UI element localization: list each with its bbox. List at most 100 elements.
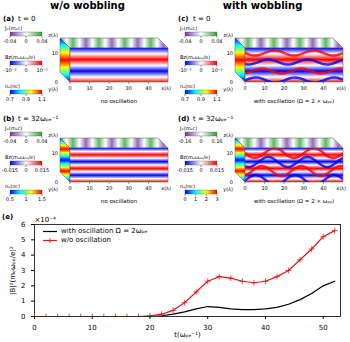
- svg-text:|B|²(mₑωₚₑ/e)²: |B|²(mₑωₚₑ/e)²: [9, 246, 17, 295]
- svg-text:10: 10: [86, 85, 92, 91]
- svg-text:no oscillation: no oscillation: [101, 198, 138, 204]
- svg-text:10⁻³: 10⁻³: [211, 67, 222, 73]
- svg-text:0.015: 0.015: [35, 167, 49, 173]
- svg-text:z(λ): z(λ): [49, 132, 59, 138]
- svg-text:0: 0: [199, 67, 202, 73]
- svg-text:5: 5: [21, 236, 25, 244]
- svg-text:0.04: 0.04: [36, 138, 47, 144]
- svg-text:(a): (a): [3, 15, 14, 23]
- svg-text:-0.04: -0.04: [4, 38, 17, 44]
- svg-text:30: 30: [301, 85, 307, 91]
- svg-text:1: 1: [194, 196, 197, 202]
- svg-text:2: 2: [205, 196, 208, 202]
- svg-text:Bz(mₑωₚₑ/e): Bz(mₑωₚₑ/e): [180, 54, 210, 60]
- svg-text:y(λ): y(λ): [223, 186, 233, 193]
- svg-text:40: 40: [320, 185, 326, 191]
- svg-text:×10⁻⁴: ×10⁻⁴: [35, 216, 56, 224]
- svg-text:0.04: 0.04: [36, 38, 47, 44]
- svg-text:1: 1: [24, 196, 27, 202]
- svg-text:0: 0: [230, 79, 233, 85]
- svg-text:x(λ): x(λ): [161, 85, 171, 91]
- svg-text:0: 0: [68, 185, 71, 191]
- svg-text:1.1: 1.1: [38, 96, 46, 102]
- svg-text:40: 40: [320, 85, 326, 91]
- svg-text:20: 20: [281, 85, 287, 91]
- svg-text:0: 0: [24, 138, 27, 144]
- svg-text:with oscillation (Ω = 2 × ωₚₑ): with oscillation (Ω = 2 × ωₚₑ): [254, 198, 334, 204]
- svg-text:0: 0: [230, 179, 233, 185]
- svg-text:(c): (c): [178, 15, 189, 23]
- svg-text:y(λ): y(λ): [223, 86, 233, 93]
- svg-text:Bz(mₑωₚₑ/e): Bz(mₑωₚₑ/e): [5, 154, 35, 160]
- svg-text:0.16: 0.16: [211, 138, 222, 144]
- svg-text:30: 30: [203, 324, 212, 332]
- svg-text:30: 30: [126, 185, 132, 191]
- svg-text:0: 0: [21, 313, 25, 321]
- svg-text:no oscillation: no oscillation: [101, 98, 138, 104]
- svg-text:t(ωₚₑ⁻¹): t(ωₚₑ⁻¹): [174, 331, 201, 339]
- svg-text:0.9: 0.9: [197, 96, 205, 102]
- svg-text:nₑ(nc): nₑ(nc): [5, 183, 20, 189]
- svg-text:2: 2: [21, 282, 25, 290]
- svg-text:20: 20: [146, 324, 155, 332]
- svg-text:x(λ): x(λ): [161, 185, 171, 191]
- svg-text:40: 40: [145, 185, 151, 191]
- svg-text:Jₓ(mₑc): Jₓ(mₑc): [179, 25, 197, 31]
- svg-text:0: 0: [32, 324, 36, 332]
- svg-text:10: 10: [227, 150, 233, 156]
- svg-text:10: 10: [88, 324, 97, 332]
- svg-text:0.9: 0.9: [22, 96, 30, 102]
- svg-text:Bz(mₑωₚₑ/e): Bz(mₑωₚₑ/e): [5, 54, 35, 60]
- svg-text:-10⁻³: -10⁻³: [179, 67, 192, 73]
- svg-text:0: 0: [199, 167, 202, 173]
- svg-text:t = 0: t = 0: [193, 15, 211, 23]
- svg-text:10: 10: [261, 185, 267, 191]
- svg-text:0: 0: [24, 67, 27, 73]
- svg-text:30: 30: [126, 85, 132, 91]
- svg-text:-0.04: -0.04: [179, 38, 192, 44]
- svg-text:x(λ): x(λ): [336, 185, 346, 191]
- svg-text:0: 0: [24, 167, 27, 173]
- svg-text:0: 0: [199, 138, 202, 144]
- svg-text:40: 40: [145, 85, 151, 91]
- svg-text:nₑ(nc): nₑ(nc): [180, 183, 195, 189]
- svg-text:1.5: 1.5: [38, 196, 46, 202]
- svg-text:t = 0: t = 0: [18, 15, 36, 23]
- svg-text:6: 6: [21, 221, 26, 229]
- svg-text:t = 32ωₚₑ⁻¹: t = 32ωₚₑ⁻¹: [18, 115, 58, 123]
- svg-text:20: 20: [281, 185, 287, 191]
- svg-text:10: 10: [261, 85, 267, 91]
- svg-text:-0.015: -0.015: [177, 167, 193, 173]
- svg-text:30: 30: [301, 185, 307, 191]
- svg-text:0: 0: [68, 85, 71, 91]
- svg-text:z(λ): z(λ): [224, 132, 234, 138]
- svg-text:10⁻³: 10⁻³: [36, 67, 47, 73]
- svg-text:20: 20: [106, 85, 112, 91]
- svg-text:0.04: 0.04: [211, 38, 222, 44]
- svg-text:0.7: 0.7: [6, 96, 14, 102]
- svg-text:3: 3: [21, 267, 25, 275]
- svg-text:(d): (d): [178, 115, 189, 123]
- svg-text:0: 0: [199, 38, 202, 44]
- svg-text:20: 20: [106, 185, 112, 191]
- svg-text:-0.16: -0.16: [179, 138, 192, 144]
- svg-text:z(λ): z(λ): [49, 32, 59, 38]
- svg-text:0: 0: [243, 85, 246, 91]
- svg-text:y(λ): y(λ): [48, 86, 58, 93]
- svg-text:0: 0: [55, 179, 58, 185]
- svg-text:0: 0: [243, 185, 246, 191]
- svg-text:0: 0: [55, 79, 58, 85]
- svg-text:0: 0: [183, 196, 186, 202]
- svg-text:-0.015: -0.015: [2, 167, 18, 173]
- svg-text:Jₓ(mₑc): Jₓ(mₑc): [4, 25, 22, 31]
- svg-text:4: 4: [21, 251, 26, 259]
- svg-text:3: 3: [215, 196, 218, 202]
- svg-text:Jₓ(mₑc): Jₓ(mₑc): [179, 125, 197, 131]
- svg-text:0.5: 0.5: [6, 196, 14, 202]
- svg-text:40: 40: [261, 324, 270, 332]
- svg-text:10: 10: [52, 150, 58, 156]
- svg-text:10: 10: [52, 50, 58, 56]
- svg-text:(b): (b): [3, 115, 14, 123]
- svg-text:0.015: 0.015: [210, 167, 224, 173]
- svg-text:Bz(mₑωₚₑ/e): Bz(mₑωₚₑ/e): [180, 154, 210, 160]
